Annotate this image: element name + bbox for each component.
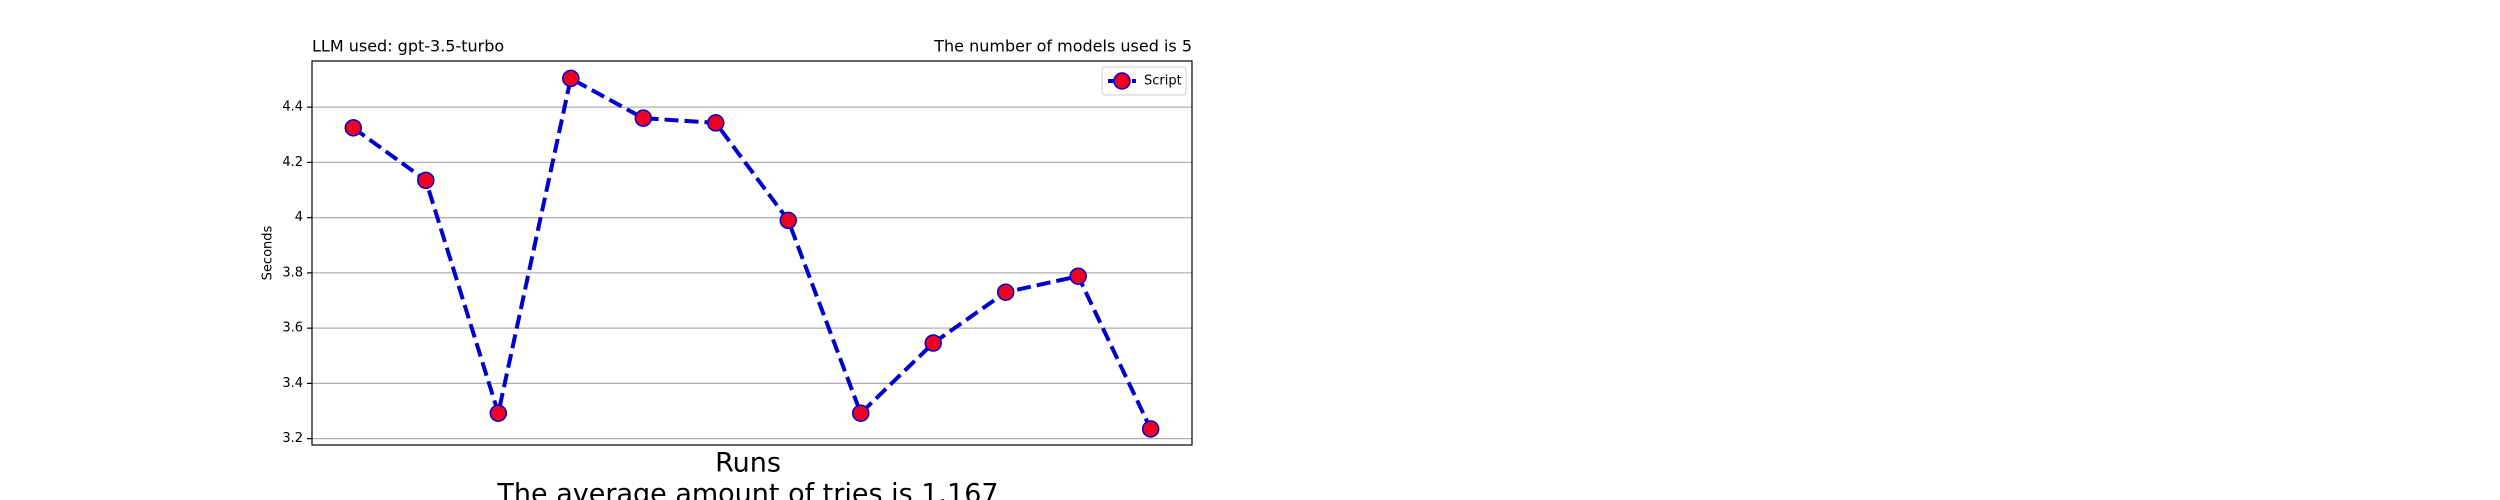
y-tick-label: 3.2 xyxy=(282,431,303,446)
marker xyxy=(1069,267,1087,285)
y-tick-label: 3.4 xyxy=(282,376,303,391)
legend-label: Script xyxy=(1144,74,1182,89)
marker xyxy=(924,334,942,352)
marker xyxy=(489,404,508,422)
marker xyxy=(851,404,870,422)
x-axis-label: Runs xyxy=(715,448,781,479)
marker xyxy=(417,171,435,190)
y-tick-label: 4.4 xyxy=(282,100,303,115)
title-right: The number of models used is 5 xyxy=(933,37,1192,56)
marker xyxy=(344,119,363,137)
marker xyxy=(707,114,725,132)
marker xyxy=(562,69,580,88)
y-tick-label: 4 xyxy=(295,210,303,225)
plot-frame xyxy=(311,60,1193,446)
y-tick-label: 3.6 xyxy=(282,321,303,336)
y-tick-label: 3.8 xyxy=(282,265,303,280)
marker xyxy=(779,211,797,230)
marker xyxy=(996,283,1015,301)
marker xyxy=(1141,420,1160,438)
marker xyxy=(634,109,653,127)
y-tick-label: 4.2 xyxy=(282,155,303,170)
y-axis-label: Seconds xyxy=(261,225,276,280)
footer: The average amount of tries is 1.167 xyxy=(496,479,998,500)
legend-marker xyxy=(1113,72,1131,90)
line xyxy=(352,75,1153,430)
title-left: LLM used: gpt-3.5-turbo xyxy=(312,37,504,56)
